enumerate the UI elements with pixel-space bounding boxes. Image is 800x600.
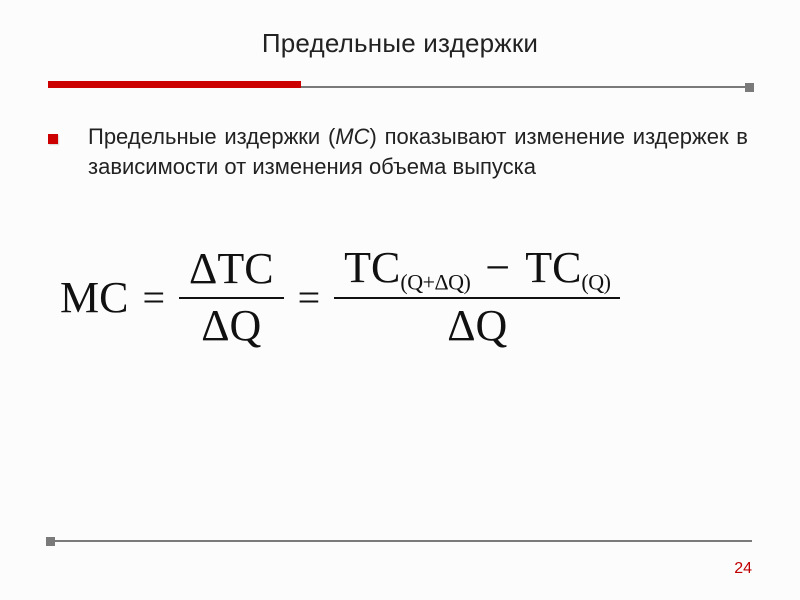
frac2-sub-b: (Q)	[581, 270, 610, 295]
equals-sign-1: =	[142, 274, 165, 321]
formula: МС = ΔТС ΔQ = ТС(Q+ΔQ) − ТС(Q) ΔQ	[60, 241, 752, 354]
slide-title: Предельные издержки	[48, 28, 752, 59]
frac2-sub-a: (Q+ΔQ)	[400, 270, 470, 295]
rule-accent-segment	[48, 81, 301, 88]
bullet-icon	[48, 134, 58, 144]
fraction-2: ТС(Q+ΔQ) − ТС(Q) ΔQ	[334, 241, 620, 354]
frac2-tc-b: ТС	[525, 243, 581, 292]
term-abbrev: МС	[335, 124, 369, 149]
bottom-rule	[48, 540, 752, 542]
slide: Предельные издержки Предельные издержки …	[0, 0, 800, 600]
title-underline	[48, 81, 752, 88]
frac1-denominator: ΔQ	[191, 299, 271, 354]
fraction-1: ΔТС ΔQ	[179, 242, 284, 353]
frac2-denominator: ΔQ	[437, 299, 517, 354]
definition-text: Предельные издержки (МС) показывают изме…	[88, 122, 748, 181]
frac1-numerator: ΔТС	[179, 242, 284, 297]
term-prefix: Предельные издержки (	[88, 124, 335, 149]
formula-lhs: МС	[60, 272, 128, 323]
rule-gray-segment	[301, 86, 752, 88]
equals-sign-2: =	[298, 274, 321, 321]
page-number: 24	[734, 560, 752, 578]
definition-row: Предельные издержки (МС) показывают изме…	[48, 122, 752, 241]
frac2-minus: −	[485, 243, 510, 292]
frac2-numerator: ТС(Q+ΔQ) − ТС(Q)	[334, 241, 620, 297]
frac2-tc-a: ТС	[344, 243, 400, 292]
